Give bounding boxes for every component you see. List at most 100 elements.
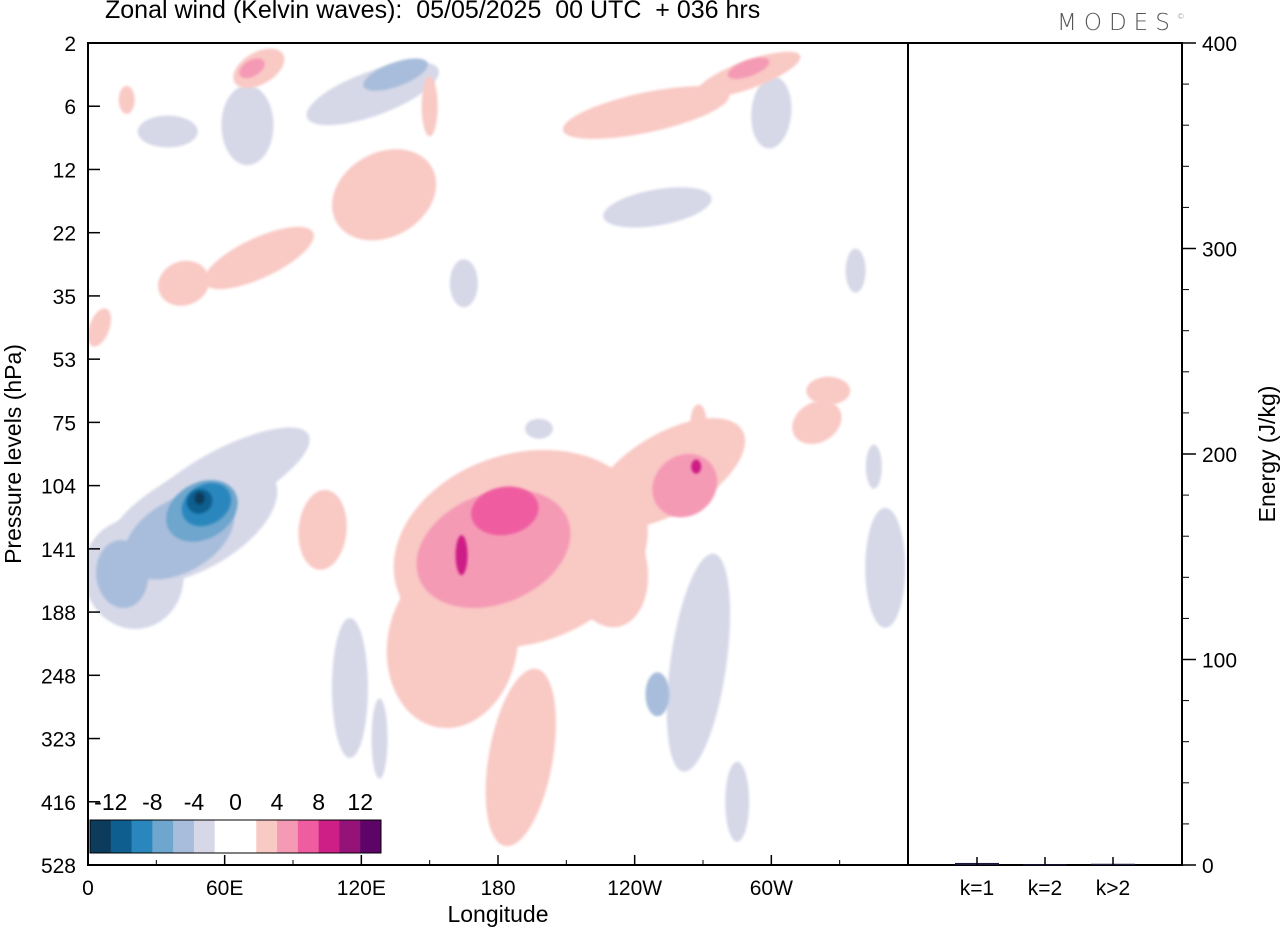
colorbar-swatch <box>277 820 299 853</box>
y-tick-label: 12 <box>53 159 76 182</box>
colorbar-swatch <box>235 820 257 853</box>
neg-contour <box>865 507 906 628</box>
colorbar-swatch <box>360 820 382 853</box>
energy-panel: 0 100 200 300 400 k=1 k=2 k>2 <box>907 33 1237 900</box>
neg-contour <box>525 418 553 439</box>
neg-contour <box>666 553 731 772</box>
pos-contour <box>792 400 842 445</box>
colorbar-label: 12 <box>347 789 373 815</box>
pos-contour <box>727 57 770 79</box>
y-tick-label: 75 <box>53 412 76 435</box>
x-tick-label: 120W <box>607 877 662 900</box>
pos-contour <box>806 376 851 405</box>
neg-contour <box>371 698 388 779</box>
neg-contour <box>865 444 882 489</box>
neg-contour <box>603 187 712 228</box>
neg-contour <box>194 492 205 505</box>
y-tick-label: 416 <box>41 792 76 815</box>
chart-title: Zonal wind (Kelvin waves): 05/05/2025 00… <box>105 0 761 24</box>
energy-category-label: k=1 <box>960 877 994 900</box>
y-axis-title: Pressure levels (hPa) <box>0 344 26 564</box>
energy-tick-label: 400 <box>1202 33 1237 56</box>
energy-tick-label: 0 <box>1202 855 1214 878</box>
y-tick-label: 53 <box>53 349 76 372</box>
colorbar-label: 8 <box>312 789 325 815</box>
pos-contour <box>239 58 265 79</box>
colorbar-swatch <box>152 820 174 853</box>
y-tick-label: 22 <box>53 223 76 246</box>
y-tick-label: 248 <box>41 665 76 688</box>
neg-contour <box>221 85 274 166</box>
x-tick-label: 60W <box>750 877 793 900</box>
energy-category-label: k=2 <box>1028 877 1062 900</box>
pos-contour <box>691 459 702 474</box>
y-tick-label: 2 <box>64 33 76 56</box>
colorbar-swatch <box>110 820 133 853</box>
energy-axis-title: Energy (J/kg) <box>1254 386 1280 523</box>
pos-contour <box>421 76 438 137</box>
colorbar-label: 0 <box>229 789 242 815</box>
wind-field <box>88 48 906 847</box>
x-axis: 0 60E 120E 180 120W 60W <box>82 855 841 900</box>
neg-contour <box>845 248 866 293</box>
x-tick-label: 60E <box>206 877 243 900</box>
neg-contour <box>137 115 198 148</box>
colorbar-label: -4 <box>184 789 205 815</box>
energy-category-label: k>2 <box>1096 877 1130 900</box>
x-tick-label: 0 <box>82 877 94 900</box>
pos-contour <box>690 404 707 441</box>
energy-tick-label: 200 <box>1202 444 1237 467</box>
y-axis: 2 6 12 22 35 53 75 104 141 188 248 323 416 528 <box>41 33 100 878</box>
colorbar: -12 -8 -4 0 4 8 12 <box>89 789 382 854</box>
pos-contour <box>455 535 468 576</box>
neg-contour <box>96 540 149 609</box>
pos-contour <box>652 453 718 518</box>
pos-contour <box>566 508 649 628</box>
colorbar-swatch <box>193 820 216 853</box>
y-tick-label: 141 <box>41 539 76 562</box>
x-axis-title: Longitude <box>447 901 548 927</box>
colorbar-swatch <box>318 820 340 853</box>
colorbar-border <box>89 819 382 854</box>
pos-contour <box>471 486 539 536</box>
logo-text: MODES <box>1057 10 1177 36</box>
colorbar-swatch <box>131 820 153 853</box>
x-tick-label: 180 <box>480 877 515 900</box>
y-tick-label: 188 <box>41 602 76 625</box>
neg-contour <box>645 672 670 717</box>
pos-contour <box>158 260 210 306</box>
pos-contour <box>332 149 437 241</box>
y-tick-label: 323 <box>41 729 76 752</box>
colorbar-swatch <box>214 820 236 853</box>
y-tick-label: 35 <box>53 286 76 309</box>
y-tick-label: 528 <box>41 855 76 878</box>
pos-contour <box>298 489 347 570</box>
pos-contour <box>118 85 135 114</box>
colorbar-label: -8 <box>142 789 162 815</box>
energy-tick-label: 300 <box>1202 239 1237 262</box>
colorbar-label: -12 <box>94 789 127 815</box>
pos-contour <box>88 308 112 347</box>
energy-panel-border <box>907 42 1183 866</box>
colorbar-swatch <box>173 820 195 853</box>
modes-logo: MODES© <box>1057 10 1185 36</box>
pos-contour <box>485 668 556 847</box>
pos-contour <box>203 226 314 290</box>
neg-contour <box>751 76 792 149</box>
colorbar-swatch <box>297 820 320 853</box>
pos-contour <box>562 86 730 139</box>
x-tick-label: 120E <box>337 877 386 900</box>
neg-contour <box>725 761 750 842</box>
energy-tick-label: 100 <box>1202 650 1237 673</box>
colorbar-label: 4 <box>271 789 284 815</box>
colorbar-swatch <box>256 820 278 853</box>
logo-mark: © <box>1176 12 1185 21</box>
colorbar-swatch <box>339 820 361 853</box>
neg-contour <box>449 259 478 308</box>
y-tick-label: 6 <box>64 96 76 119</box>
y-tick-label: 104 <box>41 476 76 499</box>
neg-contour <box>363 58 428 91</box>
neg-contour <box>331 617 368 758</box>
colorbar-swatch <box>90 820 112 853</box>
